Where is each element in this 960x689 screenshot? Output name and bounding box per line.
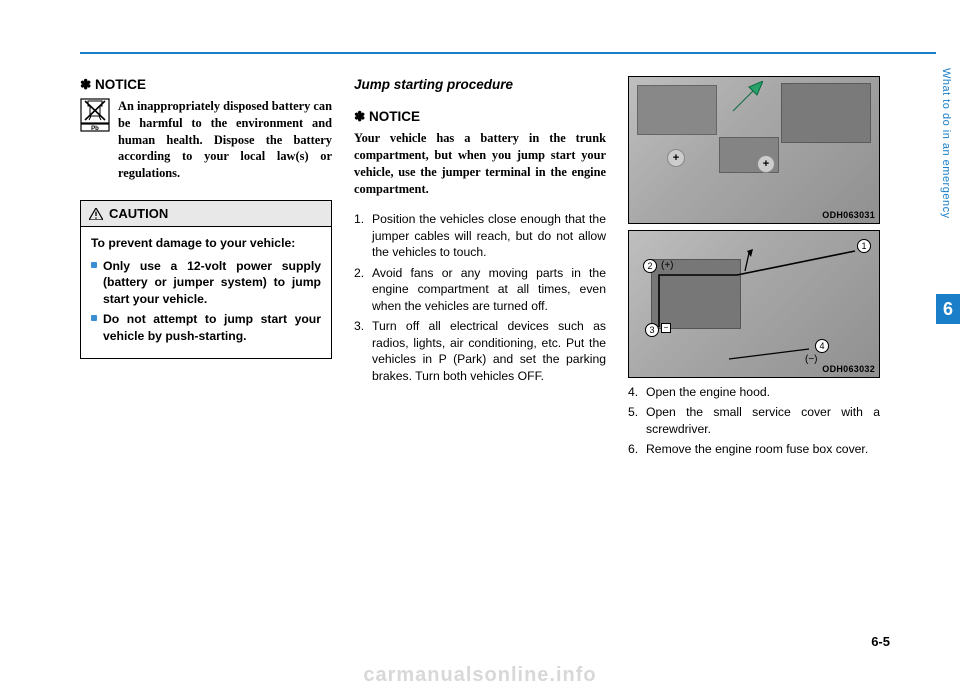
jumper-cable-line — [629, 231, 881, 379]
notice-body: Your vehicle has a battery in the trunk … — [354, 130, 606, 197]
diagram-marker: 4 — [815, 339, 829, 353]
step-text: Open the engine hood. — [646, 384, 880, 400]
step-item: 5. Open the small service cover with a s… — [628, 404, 880, 437]
image-code: ODH063032 — [822, 363, 875, 375]
bullet-icon — [91, 315, 97, 321]
step-text: Open the small service cover with a scre… — [646, 404, 880, 437]
step-text: Turn off all electrical devices such as … — [372, 318, 606, 384]
image-code: ODH063031 — [822, 209, 875, 221]
step-item: 3. Turn off all electrical devices such … — [354, 318, 606, 384]
chapter-number: 6 — [943, 299, 953, 320]
warning-triangle-icon — [89, 208, 103, 220]
diagram-marker: 3 — [645, 323, 659, 337]
diagram-marker: 1 — [857, 239, 871, 253]
step-item: 1. Position the vehicles close enough th… — [354, 211, 606, 260]
caution-item: Do not attempt to jump start your vehicl… — [91, 311, 321, 344]
caution-label: CAUTION — [109, 205, 168, 223]
column-1: ✽ NOTICE Pb An inappropriately disposed … — [80, 76, 332, 462]
bullet-icon — [91, 262, 97, 268]
caution-item-text: Only use a 12-volt power supply (battery… — [103, 258, 321, 307]
step-number: 3. — [354, 318, 368, 384]
step-number: 1. — [354, 211, 368, 260]
watermark: carmanualsonline.info — [0, 664, 960, 687]
step-number: 5. — [628, 404, 642, 437]
notice-heading: ✽ NOTICE — [80, 76, 332, 94]
notice-row: Pb An inappropriately disposed battery c… — [80, 98, 332, 182]
step-item: 6. Remove the engine room fuse box cover… — [628, 441, 880, 457]
step-item: 4. Open the engine hood. — [628, 384, 880, 400]
polarity-label: (+) — [661, 259, 674, 273]
procedure-subhead: Jump starting procedure — [354, 76, 606, 94]
polarity-label: (−) — [805, 353, 818, 367]
step-item: 2. Avoid fans or any moving parts in the… — [354, 265, 606, 314]
caution-item-text: Do not attempt to jump start your vehicl… — [103, 311, 321, 344]
step-number: 6. — [628, 441, 642, 457]
column-2: Jump starting procedure ✽ NOTICE Your ve… — [354, 76, 606, 462]
minus-terminal: − — [661, 323, 671, 333]
side-section-label: What to do in an emergency — [940, 68, 952, 219]
column-3: + + ODH063031 1 2 (+) 3 − 4 (−) ODH06303… — [628, 76, 880, 462]
top-rule — [80, 52, 936, 54]
step-text: Position the vehicles close enough that … — [372, 211, 606, 260]
engine-photo-1: + + ODH063031 — [628, 76, 880, 224]
svg-text:Pb: Pb — [91, 126, 99, 132]
caution-box: CAUTION To prevent damage to your vehicl… — [80, 200, 332, 359]
caution-intro: To prevent damage to your vehicle: — [91, 235, 321, 251]
caution-heading: CAUTION — [81, 201, 331, 228]
engine-photo-2: 1 2 (+) 3 − 4 (−) ODH063032 — [628, 230, 880, 378]
content-columns: ✽ NOTICE Pb An inappropriately disposed … — [80, 76, 880, 462]
battery-dispose-icon: Pb — [80, 98, 110, 132]
notice-heading: ✽ NOTICE — [354, 108, 606, 126]
step-number: 4. — [628, 384, 642, 400]
pointer-arrow-icon — [729, 81, 763, 115]
step-number: 2. — [354, 265, 368, 314]
diagram-marker: 2 — [643, 259, 657, 273]
step-text: Remove the engine room fuse box cover. — [646, 441, 880, 457]
step-text: Avoid fans or any moving parts in the en… — [372, 265, 606, 314]
chapter-tab: 6 — [936, 294, 960, 324]
notice-body: An inappropriately disposed battery can … — [118, 98, 332, 182]
page-number: 6-5 — [871, 634, 890, 649]
caution-item: Only use a 12-volt power supply (battery… — [91, 258, 321, 307]
